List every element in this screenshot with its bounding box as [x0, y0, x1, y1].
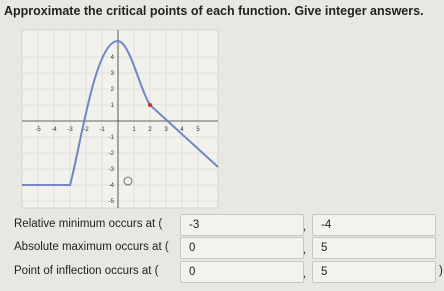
y-tick-label: -2 — [109, 151, 115, 157]
y-tick-label: -1 — [109, 135, 115, 141]
separator: , — [303, 221, 307, 233]
y-input[interactable]: -4 — [312, 214, 436, 236]
x-tick-label: -4 — [51, 127, 57, 133]
x-tick-label: 3 — [164, 127, 168, 133]
x-tick-label: -5 — [35, 127, 41, 133]
answer-label: Absolute maximum occurs at ( — [14, 241, 169, 253]
answer-label: Point of inflection occurs at ( — [14, 265, 159, 277]
x-tick-label: 4 — [180, 127, 184, 133]
y-tick-label: 4 — [111, 55, 115, 61]
y-input[interactable]: 5 — [312, 237, 436, 259]
point — [148, 103, 152, 107]
x-tick-label: -2 — [83, 127, 89, 133]
x-input[interactable]: 0 — [180, 261, 304, 283]
y-tick-label: -3 — [109, 167, 115, 173]
function-curve — [22, 39, 219, 186]
open-circle — [123, 176, 133, 186]
x-input[interactable]: -3 — [180, 214, 304, 236]
x-tick-label: -1 — [99, 127, 105, 133]
answer-label: Relative minimum occurs at ( — [14, 218, 163, 230]
x-tick-label: 1 — [132, 127, 136, 133]
x-tick-label: -3 — [67, 127, 73, 133]
y-input[interactable]: 5 — [312, 261, 436, 283]
y-tick-label: 2 — [111, 87, 115, 93]
question: Approximate the critical points of each … — [4, 4, 424, 18]
x-tick-label: 2 — [148, 127, 152, 133]
y-tick-label: -5 — [109, 199, 115, 205]
y-tick-label: 3 — [111, 71, 115, 77]
y-tick-label: -4 — [109, 183, 115, 189]
x-input[interactable]: 0 — [180, 237, 304, 259]
y-tick-label: 1 — [111, 103, 115, 109]
graph-area — [21, 29, 219, 209]
separator: , — [303, 244, 307, 256]
close-paren: ) — [439, 265, 443, 277]
x-tick-label: 5 — [196, 127, 200, 133]
separator: , — [303, 268, 307, 280]
